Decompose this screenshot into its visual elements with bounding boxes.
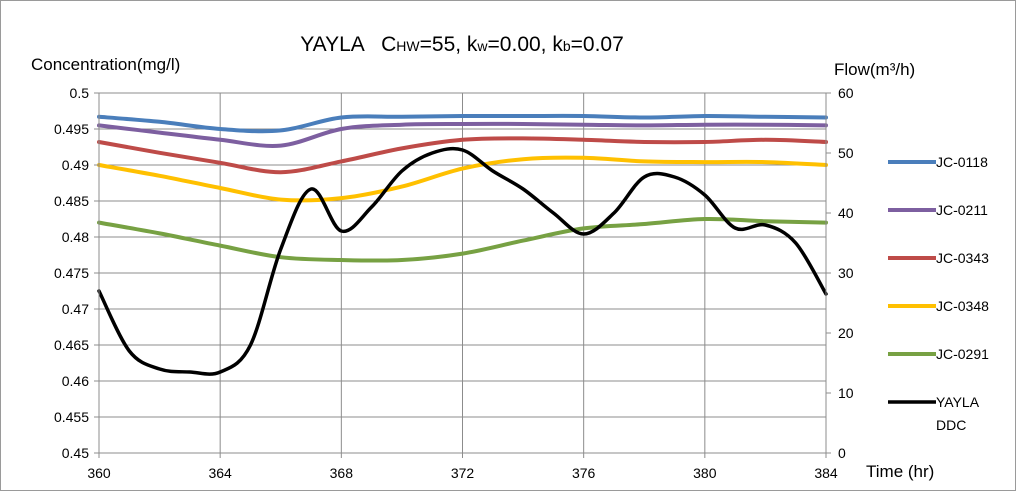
y-left-tick-label: 0.495 bbox=[54, 121, 89, 137]
y-left-tick-label: 0.45 bbox=[62, 445, 89, 461]
title-part: =0.07 bbox=[571, 33, 624, 56]
legend-label: JC-0291 bbox=[936, 346, 989, 362]
x-tick-label: 384 bbox=[814, 465, 838, 481]
legend: JC-0118 JC-0211 JC-0343 JC-0348 JC-0291 YAYLA… bbox=[888, 154, 989, 433]
axes bbox=[94, 92, 831, 458]
x-tick-label: 372 bbox=[451, 465, 475, 481]
series-line-jc-0211 bbox=[97, 121, 828, 148]
y-axis-right-label: Flow(m³/h) bbox=[834, 60, 915, 79]
legend-item: YAYLA DDC bbox=[888, 394, 980, 433]
legend-label: JC-0211 bbox=[936, 202, 988, 218]
title-part: =0.00, k bbox=[488, 33, 564, 56]
y-right-tick-label: 30 bbox=[838, 265, 854, 281]
legend-label: YAYLA bbox=[936, 394, 980, 410]
series-line-yayla-ddc bbox=[97, 146, 828, 376]
y-left-tick-label: 0.5 bbox=[70, 85, 90, 101]
x-tick-label: 380 bbox=[693, 465, 717, 481]
y-left-tick-label: 0.455 bbox=[54, 409, 89, 425]
tick-labels: 0.45 0.455 0.46 0.465 0.47 0.475 0.48 0.485 0.49… bbox=[54, 85, 854, 481]
legend-label: JC-0343 bbox=[936, 250, 989, 266]
legend-item: JC-0291 bbox=[888, 346, 989, 362]
y-left-tick-label: 0.48 bbox=[62, 229, 89, 245]
y-right-tick-label: 10 bbox=[838, 385, 854, 401]
series-line-jc-0343 bbox=[97, 136, 828, 175]
legend-label: DDC bbox=[936, 417, 966, 433]
chart-title: YAYLA CHW=55, kw=0.00, kb=0.07 bbox=[300, 33, 624, 56]
y-axis-left-label: Concentration(mg/l) bbox=[31, 55, 180, 74]
legend-label: JC-0118 bbox=[936, 154, 988, 170]
legend-item: JC-0348 bbox=[888, 298, 989, 314]
y-left-tick-label: 0.485 bbox=[54, 193, 89, 209]
series-line-jc-0118 bbox=[97, 113, 828, 134]
title-part: b bbox=[563, 38, 571, 54]
title-part: w bbox=[476, 38, 488, 54]
series-lines bbox=[97, 113, 828, 376]
y-right-tick-label: 50 bbox=[838, 145, 854, 161]
series-line-jc-0348 bbox=[97, 155, 828, 203]
legend-item: JC-0118 bbox=[888, 154, 988, 170]
y-left-tick-label: 0.465 bbox=[54, 337, 89, 353]
legend-item: JC-0343 bbox=[888, 250, 989, 266]
y-left-tick-label: 0.475 bbox=[54, 265, 89, 281]
y-right-tick-label: 40 bbox=[838, 205, 854, 221]
grid-lines bbox=[98, 92, 827, 454]
y-left-tick-label: 0.49 bbox=[62, 157, 89, 173]
x-tick-label: 376 bbox=[572, 465, 596, 481]
y-right-tick-label: 0 bbox=[838, 445, 846, 461]
series-line-jc-0291 bbox=[97, 216, 828, 263]
legend-label: JC-0348 bbox=[936, 298, 989, 314]
y-left-tick-label: 0.46 bbox=[62, 373, 89, 389]
x-tick-label: 360 bbox=[87, 465, 111, 481]
legend-item: JC-0211 bbox=[888, 202, 988, 218]
y-right-tick-label: 60 bbox=[838, 85, 854, 101]
y-right-tick-label: 20 bbox=[838, 325, 854, 341]
x-tick-label: 368 bbox=[330, 465, 354, 481]
title-part: =55, k bbox=[420, 33, 478, 56]
x-axis-label: Time (hr) bbox=[866, 462, 934, 481]
title-part: YAYLA C bbox=[300, 33, 396, 56]
x-tick-label: 364 bbox=[208, 465, 232, 481]
title-part: HW bbox=[396, 38, 420, 54]
y-left-tick-label: 0.47 bbox=[62, 301, 89, 317]
